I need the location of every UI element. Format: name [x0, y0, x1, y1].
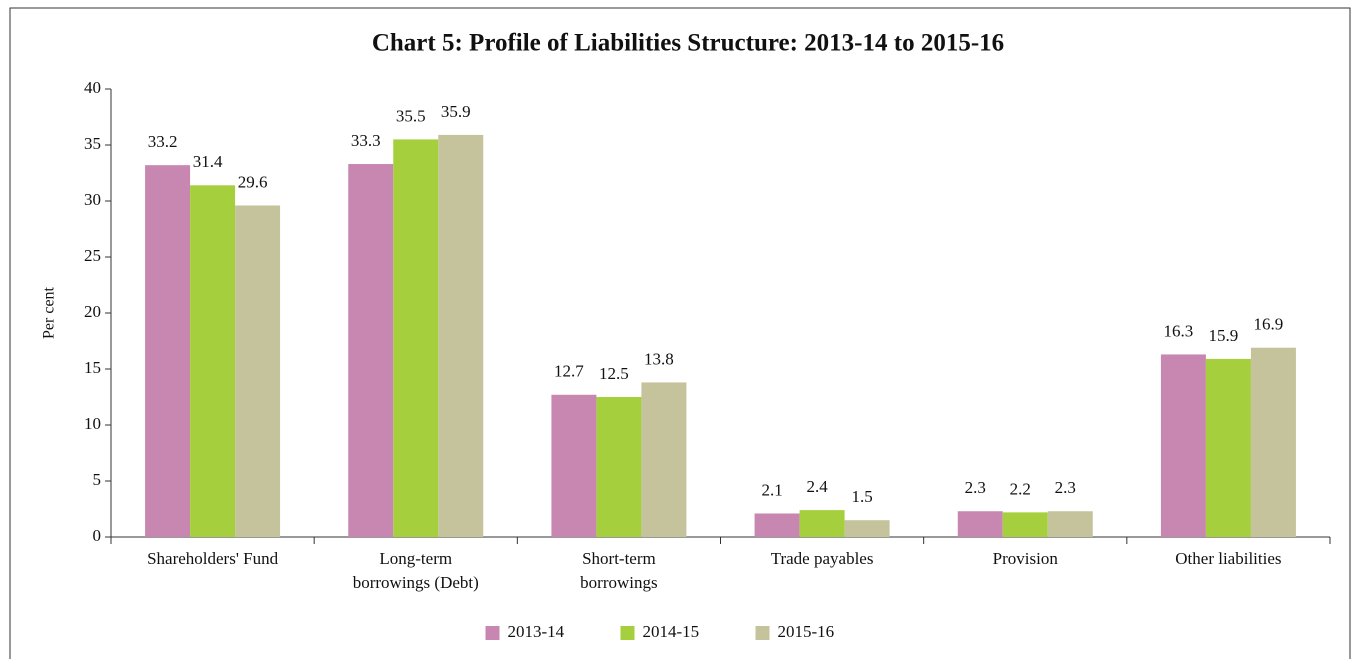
y-tick-label: 25: [84, 246, 101, 265]
legend-swatch: [485, 626, 500, 640]
y-tick-label: 20: [84, 302, 101, 321]
y-tick-label: 35: [84, 134, 101, 153]
legend-label: 2015-16: [778, 622, 835, 641]
value-label: 35.5: [396, 106, 426, 125]
value-label: 13.8: [644, 349, 674, 368]
bar: [348, 164, 394, 538]
bar: [1250, 347, 1296, 537]
value-label: 29.6: [238, 172, 268, 191]
bar: [641, 382, 687, 537]
value-label: 33.2: [148, 132, 178, 151]
legend-swatch: [620, 626, 635, 640]
frame: [9, 7, 1351, 659]
bar: [551, 394, 597, 537]
legend-label: 2013-14: [508, 622, 565, 641]
bar: [1047, 511, 1093, 537]
chart-title: Chart 5: Profile of Liabilities Structur…: [372, 30, 1004, 57]
bar: [393, 139, 439, 537]
bar: [957, 511, 1003, 537]
value-label: 2.3: [965, 478, 986, 497]
bar: [754, 513, 800, 537]
x-tick-label: Long-term borrowings (Debt): [352, 549, 479, 592]
value-label: 31.4: [193, 152, 223, 171]
bar: [799, 510, 845, 537]
bar: [145, 165, 191, 537]
value-label: 35.9: [441, 102, 471, 121]
value-label: 2.3: [1055, 478, 1076, 497]
y-tick-label: 15: [84, 358, 101, 377]
value-label: 1.5: [851, 487, 872, 506]
value-label: 16.9: [1254, 315, 1284, 334]
bar: [1002, 512, 1048, 537]
bar: [844, 520, 890, 537]
legend-swatch: [755, 626, 770, 640]
bar: [596, 397, 642, 537]
bar: [438, 134, 484, 538]
value-label: 2.2: [1010, 479, 1031, 498]
x-tick-label: Shareholders' Fund: [147, 549, 279, 568]
bar: [190, 185, 236, 537]
x-tick-label: Trade payables: [770, 549, 874, 568]
bar: [1160, 354, 1206, 537]
y-tick-label: 30: [84, 190, 101, 209]
legend-label: 2014-15: [643, 622, 700, 641]
value-label: 15.9: [1209, 326, 1239, 345]
value-label: 2.4: [806, 477, 828, 496]
value-label: 16.3: [1164, 321, 1194, 340]
y-tick-label: 5: [93, 470, 102, 489]
value-label: 33.3: [351, 131, 381, 150]
y-tick-label: 40: [84, 78, 101, 97]
x-tick-label: Provision: [992, 549, 1058, 568]
value-label: 2.1: [761, 480, 782, 499]
value-label: 12.5: [599, 364, 629, 383]
y-axis-label: Per cent: [41, 286, 58, 339]
x-tick-label: Other liabilities: [1175, 549, 1282, 568]
value-label: 12.7: [554, 362, 584, 381]
y-tick-label: 0: [93, 526, 102, 545]
bar: [1205, 358, 1251, 537]
y-tick-label: 10: [84, 414, 101, 433]
bar: [235, 205, 281, 538]
x-tick-label: Short-term borrowings: [580, 549, 658, 592]
